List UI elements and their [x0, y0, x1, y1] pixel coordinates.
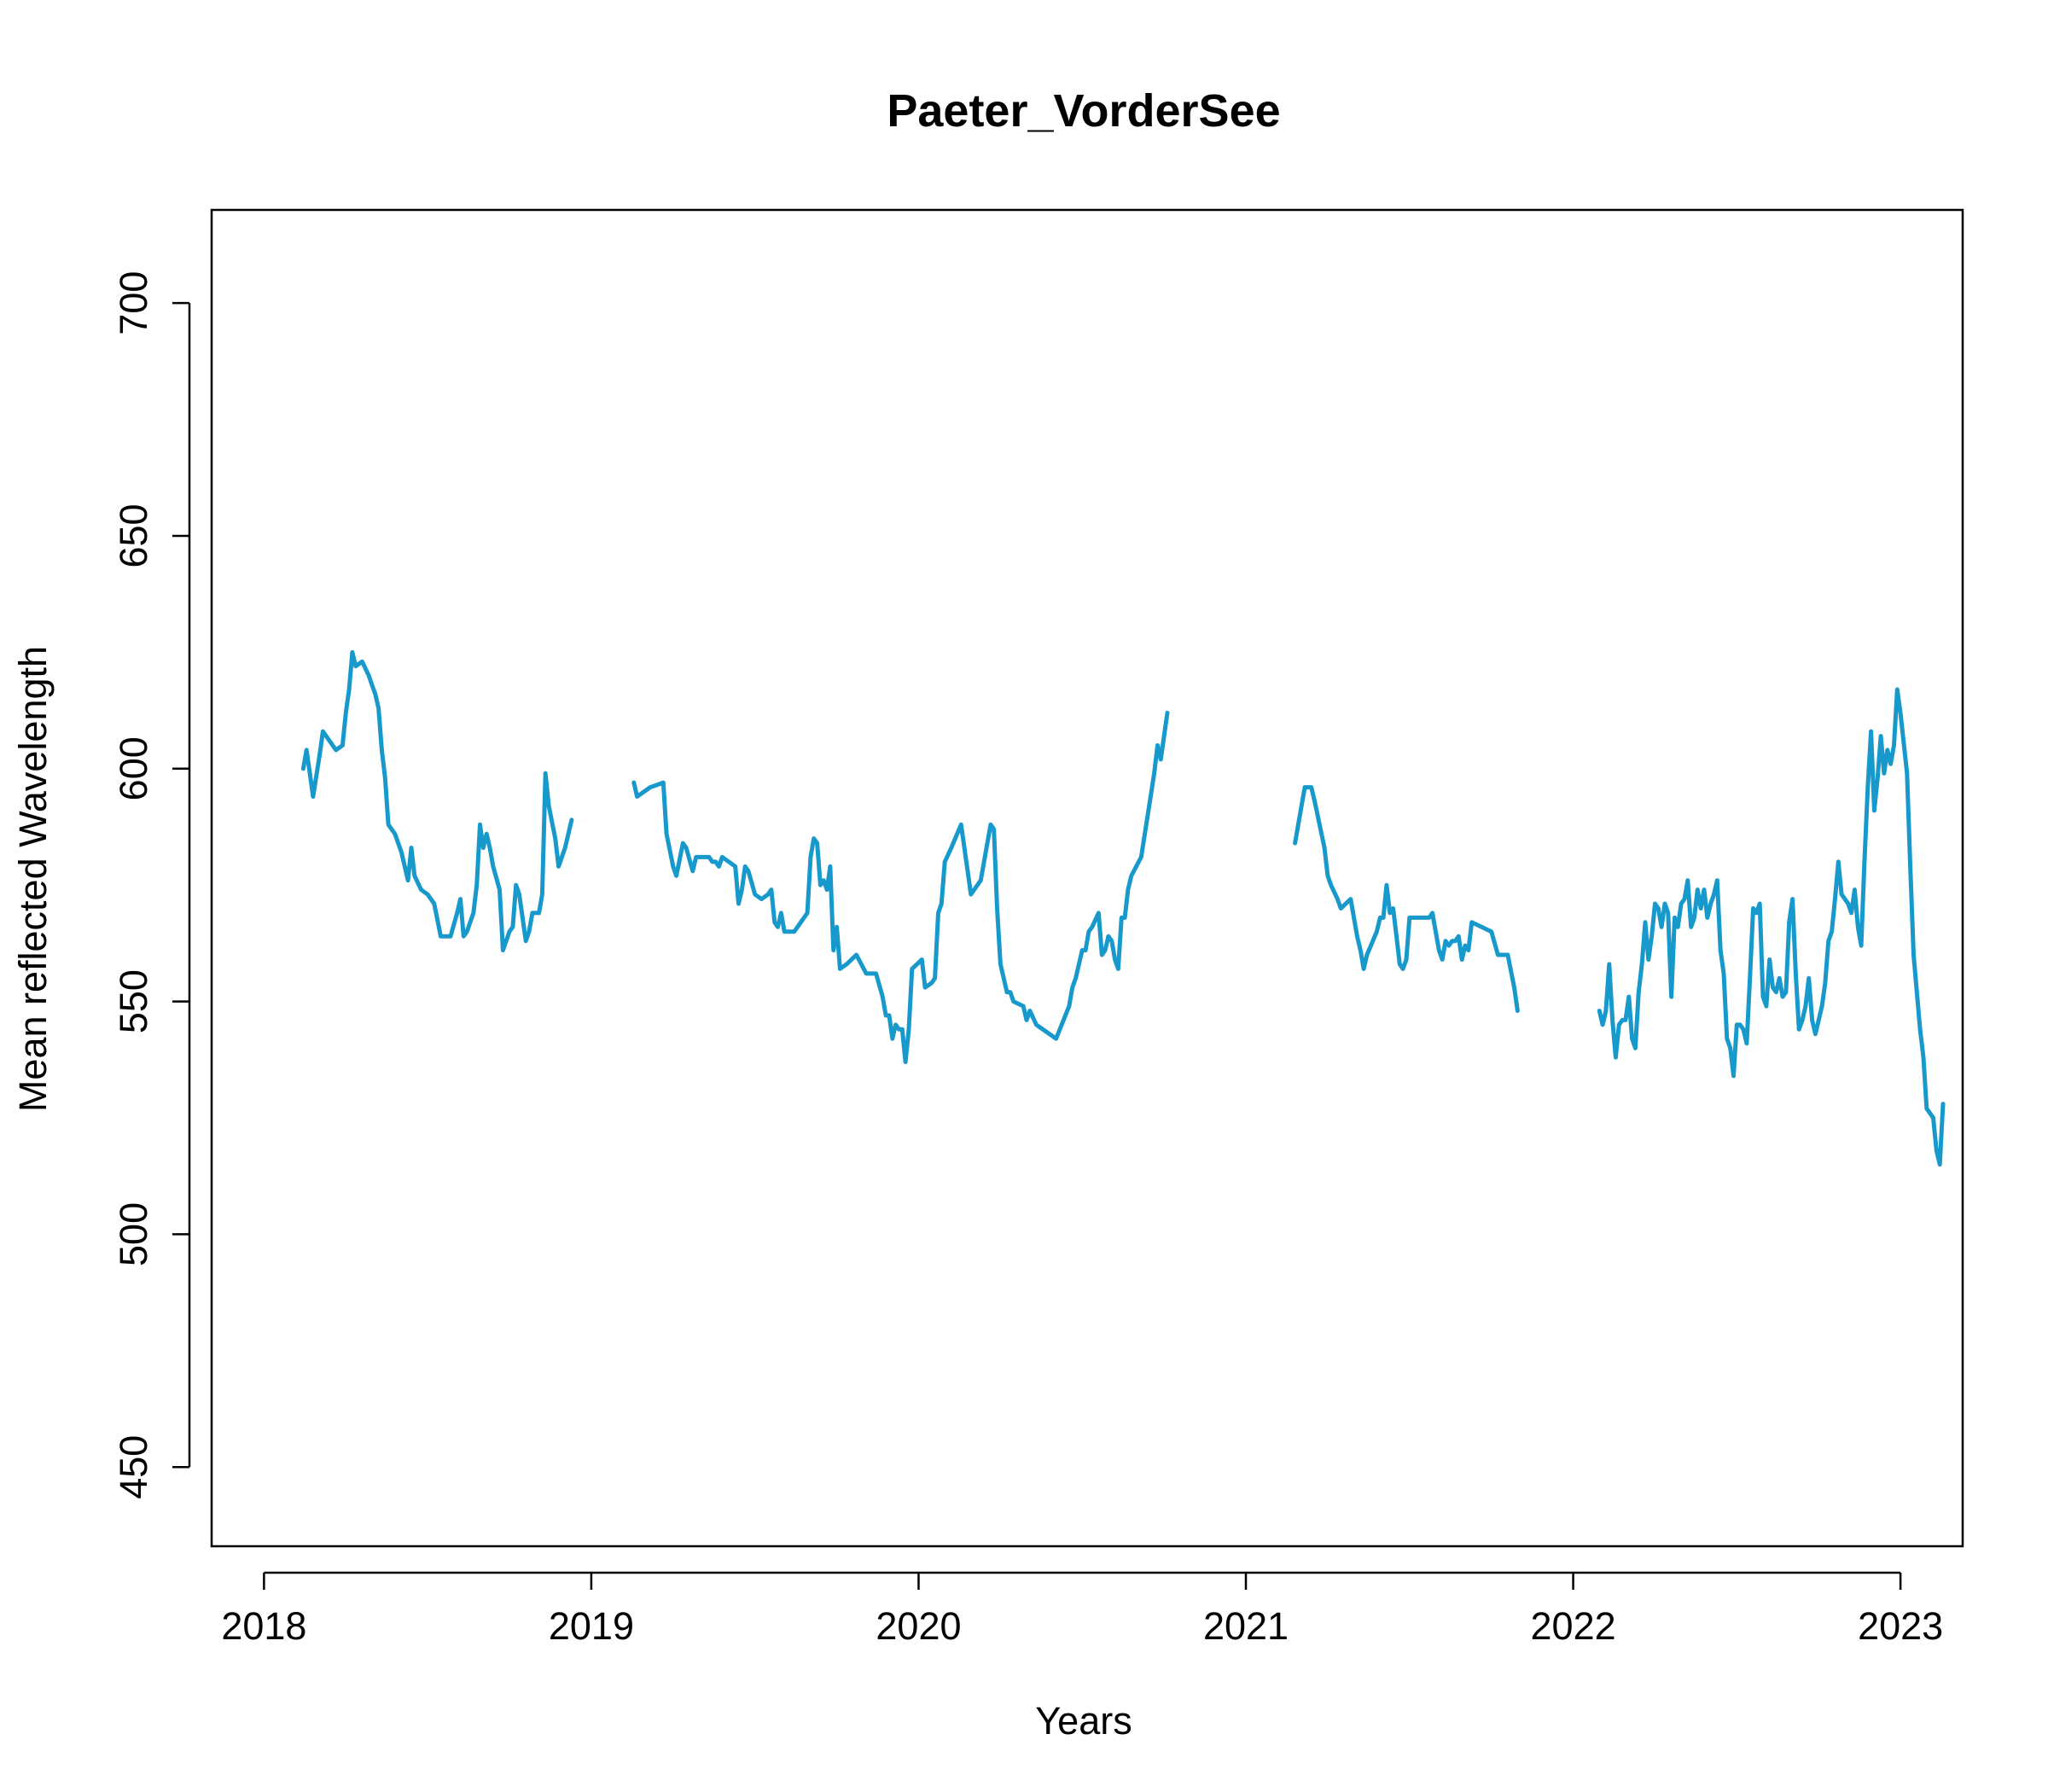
series-layer — [300, 649, 1946, 1167]
y-axis: 450 500 550 600 650 700 — [112, 271, 191, 1499]
y-tick-label: 450 — [112, 1435, 155, 1499]
y-tick-label: 500 — [112, 1202, 155, 1266]
y-tick-label: 600 — [112, 736, 155, 800]
x-tick-label: 2019 — [549, 1604, 634, 1648]
series-line-segment — [631, 710, 1170, 1064]
series-line-segment — [1597, 687, 1946, 1167]
x-tick-label: 2021 — [1203, 1604, 1289, 1648]
series-line-segment — [300, 649, 574, 953]
y-axis-label: Mean reflected Wavelength — [11, 646, 55, 1112]
x-tick-label: 2022 — [1531, 1604, 1616, 1648]
y-tick-label: 550 — [112, 969, 155, 1033]
x-tick-label: 2020 — [876, 1604, 961, 1648]
plot-frame — [210, 208, 1964, 1548]
chart-title: Paeter_VorderSee — [887, 85, 1280, 137]
y-tick-label: 650 — [112, 503, 155, 567]
x-tick-label: 2023 — [1858, 1604, 1943, 1648]
x-axis: 2018 2019 2020 2021 2022 2023 — [221, 1571, 1943, 1648]
x-tick-label: 2018 — [221, 1604, 306, 1648]
x-axis-label: Years — [1035, 1699, 1132, 1743]
series-line-segment — [1293, 785, 1520, 1013]
y-tick-label: 700 — [112, 271, 155, 335]
